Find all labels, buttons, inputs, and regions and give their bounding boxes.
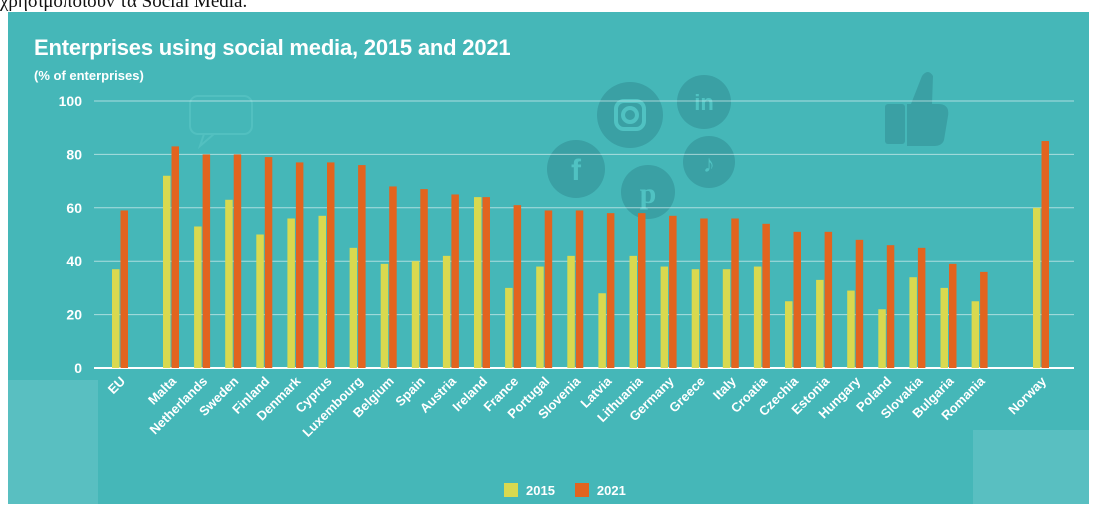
bar-2021-luxembourg <box>358 165 366 368</box>
bar-2021-sweden <box>233 154 242 368</box>
bars <box>112 141 1049 368</box>
bar-2015-slovenia <box>567 255 575 368</box>
bar-2015-estonia <box>816 279 824 368</box>
linkedin-icon: in <box>677 75 731 129</box>
legend: 2015 2021 <box>504 480 626 500</box>
bar-2021-bulgaria <box>949 263 957 368</box>
y-tick-label: 40 <box>66 253 82 269</box>
tiktok-icon: ♪ <box>683 136 735 188</box>
bar-2015-romania <box>971 301 980 368</box>
bar-2015-norway <box>1033 207 1041 368</box>
y-tick-label: 20 <box>66 307 82 323</box>
bar-2015-eu <box>112 269 120 368</box>
building-right-icon <box>973 430 1089 504</box>
bar-2021-estonia <box>824 231 833 368</box>
x-tick-label: EU <box>105 374 128 397</box>
bar-2021-croatia <box>762 223 770 368</box>
chart-panel: Enterprises using social media, 2015 and… <box>8 12 1089 504</box>
bar-2015-austria <box>442 255 451 368</box>
y-axis-ticks: 0 20 40 60 80 100 <box>59 93 83 376</box>
bar-2021-france <box>513 205 522 368</box>
chart-subtitle: (% of enterprises) <box>34 68 144 83</box>
bar-2015-malta <box>163 175 171 368</box>
legend-swatch-2015 <box>504 483 518 497</box>
x-axis-ticks: EU MaltaNetherlandsSwedenFinlandDenmarkCy… <box>105 373 1050 440</box>
bar-2021-romania <box>980 271 988 368</box>
bar-2021-ireland <box>482 197 490 368</box>
bar-2021-italy <box>731 218 739 368</box>
bar-2021-netherlands <box>202 154 211 368</box>
background-decorations: in f ♪ p <box>8 72 1089 504</box>
svg-text:in: in <box>694 90 714 115</box>
speech-bubble-icon <box>189 95 253 150</box>
bar-2021-poland <box>886 245 895 368</box>
bar-2015-belgium <box>380 263 389 368</box>
bar-2015-slovakia <box>909 277 917 368</box>
bar-2021-finland <box>264 157 273 368</box>
bar-2021-hungary <box>855 239 864 368</box>
bar-2015-hungary <box>847 290 855 368</box>
overlapping-caption-text: χρησιμοποιούν τα Social Media. <box>0 0 248 12</box>
building-left-icon <box>8 380 98 504</box>
y-tick-label: 60 <box>66 200 82 216</box>
bar-2015-italy <box>722 269 731 368</box>
bar-2021-denmark <box>295 162 304 368</box>
bar-2015-luxembourg <box>349 247 358 368</box>
chart-title: Enterprises using social media, 2015 and… <box>34 35 511 60</box>
bar-2015-denmark <box>287 218 295 368</box>
bar-2021-latvia <box>606 213 615 368</box>
bar-2015-lithuania <box>629 255 637 368</box>
bar-2021-malta <box>171 146 179 368</box>
bar-2015-greece <box>691 269 700 368</box>
bar-2021-slovenia <box>575 210 584 368</box>
y-tick-label: 80 <box>66 146 82 162</box>
bar-2015-latvia <box>598 293 606 368</box>
bar-2015-netherlands <box>194 226 202 368</box>
svg-text:p: p <box>640 177 657 210</box>
legend-label-2021: 2021 <box>596 482 626 498</box>
svg-text:f: f <box>571 154 582 187</box>
bar-2021-spain <box>420 189 428 368</box>
bar-2015-germany <box>660 266 669 368</box>
bar-2021-norway <box>1041 141 1049 368</box>
bar-2015-sweden <box>225 199 233 368</box>
bar-2015-spain <box>411 261 420 368</box>
legend-label-2015: 2015 <box>526 482 555 498</box>
bar-2015-croatia <box>753 266 762 368</box>
bar-2021-czechia <box>793 231 801 368</box>
instagram-icon <box>597 82 663 148</box>
bar-chart: in f ♪ p <box>8 72 1089 504</box>
legend-swatch-2021 <box>574 483 589 497</box>
bar-2015-portugal <box>536 266 544 368</box>
svg-text:♪: ♪ <box>703 151 715 178</box>
pinterest-icon: p <box>621 165 675 219</box>
bar-2021-slovakia <box>917 247 926 368</box>
bar-2015-czechia <box>785 301 793 368</box>
bar-2021-portugal <box>544 210 553 368</box>
bar-2015-bulgaria <box>940 287 948 368</box>
bar-2021-germany <box>669 215 677 368</box>
y-tick-label: 100 <box>59 93 83 109</box>
bar-2021-lithuania <box>638 213 646 368</box>
bar-2015-poland <box>878 309 886 368</box>
thumbs-up-icon <box>885 72 949 146</box>
y-tick-label: 0 <box>74 360 82 376</box>
facebook-icon: f <box>547 140 605 198</box>
bar-2015-cyprus <box>318 215 326 368</box>
bar-2021-cyprus <box>327 162 335 368</box>
bar-2021-greece <box>700 218 708 368</box>
bar-2021-belgium <box>389 186 397 368</box>
legend-item-2021: 2021 <box>574 482 626 498</box>
bar-2015-france <box>505 287 513 368</box>
x-tick-label: Norway <box>1005 373 1049 417</box>
bar-2015-ireland <box>474 197 482 368</box>
legend-item-2015: 2015 <box>504 483 555 498</box>
bar-2021-austria <box>451 194 459 368</box>
bar-2015-finland <box>256 234 264 368</box>
bar-2021-eu <box>120 210 128 368</box>
